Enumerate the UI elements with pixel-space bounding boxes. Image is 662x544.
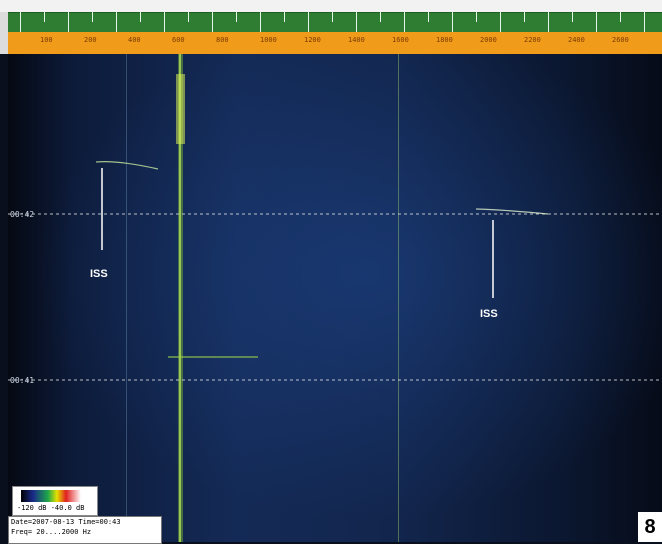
ruler-tick	[308, 12, 309, 32]
ruler-tick	[524, 12, 525, 22]
info-date-time: Date=2007-08-13 Time=00:43	[11, 518, 121, 526]
spectrogram-display	[8, 54, 662, 542]
frequency-tick-label: 100	[40, 36, 53, 44]
time-ruler	[8, 12, 662, 34]
info-box: Date=2007-08-13 Time=00:43 Freq= 20....2…	[8, 516, 162, 544]
iss-trace-right	[475, 208, 549, 215]
ruler-tick	[452, 12, 453, 32]
ruler-tick	[164, 12, 165, 32]
frequency-tick-label: 2400	[568, 36, 585, 44]
info-frequency: Freq= 20....2000 Hz	[11, 528, 92, 536]
frequency-tick-label: 1200	[304, 36, 321, 44]
iss-trace-left	[95, 161, 159, 170]
time-marker-2: 00:41	[10, 376, 35, 385]
ruler-tick	[500, 12, 501, 32]
time-marker-1: 00:42	[10, 210, 35, 219]
ruler-tick	[44, 12, 45, 22]
signal-carrier-bright	[176, 74, 185, 144]
ruler-tick	[332, 12, 333, 22]
frequency-tick-label: 2000	[480, 36, 497, 44]
ruler-tick	[644, 12, 645, 32]
signal-carrier-core	[179, 54, 181, 542]
frequency-tick-label: 2600	[612, 36, 629, 44]
ruler-tick	[92, 12, 93, 22]
faint-line-1	[126, 54, 127, 542]
ruler-tick	[284, 12, 285, 22]
ruler-tick	[548, 12, 549, 32]
frequency-scale	[8, 32, 662, 56]
frequency-tick-label: 400	[128, 36, 141, 44]
legend-range: -120 dB -40.0 dB	[17, 504, 85, 512]
frequency-tick-label: 1800	[436, 36, 453, 44]
ruler-tick	[428, 12, 429, 22]
spectrogram-overlay	[8, 54, 662, 542]
ruler-tick	[20, 12, 21, 32]
ruler-tick	[140, 12, 141, 22]
ruler-tick	[380, 12, 381, 22]
ruler-tick	[620, 12, 621, 22]
iss-annotation-right: ISS	[480, 308, 498, 320]
window-top-strip	[0, 0, 662, 12]
legend-colorbar	[21, 490, 81, 502]
ruler-tick	[404, 12, 405, 32]
ruler-tick	[356, 12, 357, 32]
ruler-tick	[188, 12, 189, 22]
ruler-tick	[116, 12, 117, 32]
frequency-tick-label: 600	[172, 36, 185, 44]
frequency-tick-label: 200	[84, 36, 97, 44]
faint-line-2	[398, 54, 399, 542]
ruler-tick	[572, 12, 573, 22]
ruler-tick	[476, 12, 477, 22]
ruler-tick	[236, 12, 237, 22]
color-legend: -120 dB -40.0 dB	[12, 486, 98, 516]
frequency-tick-label: 2200	[524, 36, 541, 44]
iss-annotation-left: ISS	[90, 268, 108, 280]
frequency-tick-label: 1400	[348, 36, 365, 44]
figure-number: 8	[638, 512, 662, 542]
ruler-tick	[212, 12, 213, 32]
ruler-corner	[0, 12, 8, 54]
ruler-tick	[260, 12, 261, 32]
frequency-tick-label: 1000	[260, 36, 277, 44]
frequency-tick-label: 1600	[392, 36, 409, 44]
ruler-tick	[596, 12, 597, 32]
ruler-tick	[68, 12, 69, 32]
frequency-tick-label: 800	[216, 36, 229, 44]
